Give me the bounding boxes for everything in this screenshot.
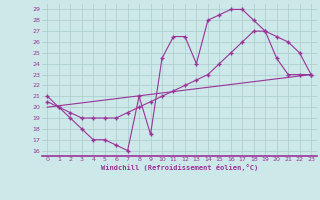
X-axis label: Windchill (Refroidissement éolien,°C): Windchill (Refroidissement éolien,°C)	[100, 164, 258, 171]
